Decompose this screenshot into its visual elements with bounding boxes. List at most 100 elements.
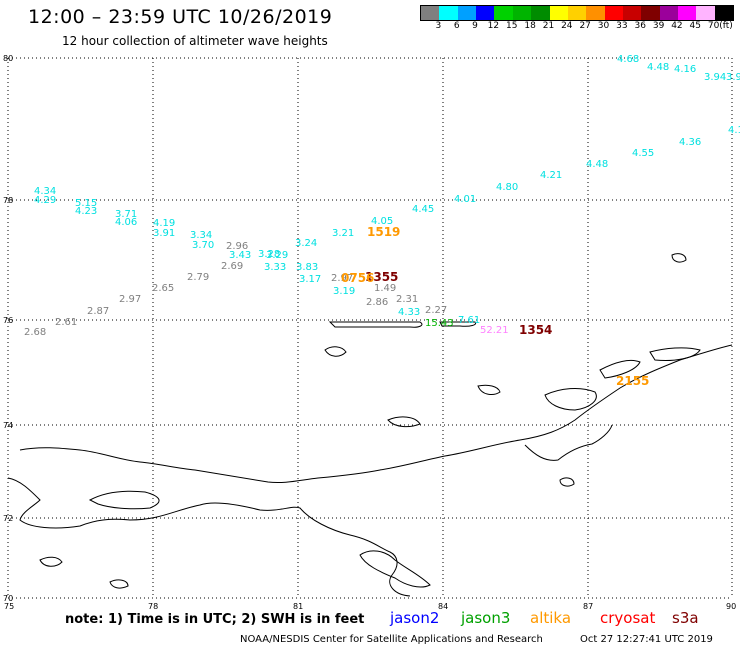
wave-height-label: 1.49 (374, 283, 396, 294)
legend-swatch (421, 6, 440, 20)
wave-height-label: 3.94 (704, 72, 726, 83)
wave-height-label: 4.33 (398, 307, 420, 318)
wave-height-label: 3.34 (190, 230, 212, 241)
legend-label: 15 (506, 21, 518, 31)
latitude-labels: 80 78 76 74 72 70 (3, 54, 13, 603)
wave-height-label: 15.43 (425, 318, 454, 329)
wave-height-label: 3.70 (192, 240, 214, 251)
legend-swatch (549, 6, 568, 20)
legend-label: 36 (634, 21, 646, 31)
wave-height-label: 2.96 (226, 241, 248, 252)
pass-time-label: 2155 (616, 374, 649, 388)
lon-label: 90 (726, 602, 736, 611)
generation-timestamp: Oct 27 12:27:41 UTC 2019 (580, 634, 713, 645)
lon-label: 81 (293, 602, 303, 611)
wave-height-label: 7.61 (458, 315, 480, 326)
lon-label: 75 (4, 602, 14, 611)
legend-label: 70 (707, 21, 720, 31)
wave-height-label: 3.71 (115, 209, 137, 220)
lat-label: 78 (3, 196, 13, 205)
legend-label: 21 (542, 21, 555, 31)
pass-time-label: 1355 (365, 270, 398, 284)
satellite-altika: altika (530, 609, 572, 627)
legend-swatch (494, 6, 513, 20)
lat-label: 70 (3, 594, 13, 603)
color-scale-labels: 3 6 9 12 15 18 21 24 27 30 33 36 39 42 45 70 (ft) (420, 21, 732, 33)
legend-label: 45 (689, 21, 702, 31)
legend-label: 6 (453, 21, 460, 31)
wave-height-label: 4.48 (586, 159, 608, 170)
lon-label: 87 (583, 602, 593, 611)
map-title: 12:00 – 23:59 UTC 10/26/2019 (28, 6, 333, 28)
wave-height-label: 3.83 (296, 262, 318, 273)
lat-label: 76 (3, 316, 13, 325)
lat-label: 72 (3, 514, 13, 523)
wave-height-label: 3.17 (299, 274, 321, 285)
wave-height-label: 2.65 (152, 283, 174, 294)
wave-height-label: 3.9 (726, 72, 740, 83)
wave-height-label: 2.68 (24, 327, 46, 338)
longitude-labels: 75 78 81 84 87 90 (4, 602, 736, 611)
graticule (7, 57, 733, 599)
wave-height-label: 2.97 (119, 294, 141, 305)
lon-label: 78 (148, 602, 158, 611)
legend-swatch (641, 6, 660, 20)
wave-height-label: 3.29 (266, 250, 288, 261)
legend-label: 33 (616, 21, 628, 31)
legend-label: (ft) (719, 21, 733, 31)
color-scale-legend (420, 5, 734, 21)
wave-height-label: 2.87 (87, 306, 109, 317)
wave-height-label: 4.23 (75, 206, 97, 217)
wave-height-label: 4.34 (34, 186, 56, 197)
pass-time-label: 1354 (519, 323, 552, 337)
wave-height-label: 2.69 (221, 261, 243, 272)
wave-height-label: 4.45 (412, 204, 434, 215)
wave-height-label: 2.27 (425, 305, 447, 316)
footnote: note: 1) Time is in UTC; 2) SWH is in fe… (65, 612, 365, 627)
wave-height-label: 4.1 (728, 125, 740, 136)
wave-height-label: 2.79 (187, 272, 209, 283)
legend-swatch (622, 6, 642, 20)
satellite-jason3: jason3 (461, 609, 511, 627)
wave-height-label: 2.61 (55, 317, 77, 328)
satellite-cryosat: cryosat (600, 609, 656, 627)
legend-swatch (714, 6, 734, 20)
wave-height-label: 4.80 (496, 182, 518, 193)
wave-height-label: 4.21 (540, 170, 562, 181)
legend-swatch (567, 6, 587, 20)
wave-height-label: 52.21 (480, 325, 509, 336)
wave-height-label: 5.15 (75, 198, 97, 209)
coastlines (7, 253, 733, 597)
legend-label: 9 (472, 21, 478, 31)
pass-time-label: 1519 (367, 225, 400, 239)
wave-height-label: 2.97 (331, 273, 353, 284)
legend-label: 18 (524, 21, 536, 31)
wave-height-label: 3.33 (264, 262, 286, 273)
wave-height-label: 4.06 (115, 217, 137, 228)
lat-label: 74 (3, 421, 13, 430)
legend-label: 42 (671, 21, 683, 31)
satellite-jason2: jason2 (390, 609, 440, 627)
legend-label: 30 (597, 21, 610, 31)
wave-height-label: 3.28 (258, 249, 280, 260)
map-subtitle: 12 hour collection of altimeter wave hei… (62, 34, 328, 48)
legend-swatch (678, 6, 697, 20)
wave-height-label: 4.05 (371, 216, 393, 227)
legend-swatch (586, 6, 605, 20)
wave-height-label: 4.29 (34, 195, 56, 206)
legend-swatch (512, 6, 532, 20)
legend-label: 27 (579, 21, 591, 31)
wave-height-label: 3.19 (333, 286, 355, 297)
legend-swatch (696, 6, 715, 20)
wave-height-label: 4.68 (617, 54, 639, 65)
wave-height-label: 4.55 (632, 148, 654, 159)
wave-height-label: 2.31 (396, 294, 418, 305)
wave-height-label: 3.91 (153, 228, 175, 239)
satellite-s3a: s3a (672, 609, 699, 627)
wave-height-label: 3.24 (295, 238, 317, 249)
legend-label: 24 (561, 21, 573, 31)
wave-height-label: 3.43 (229, 250, 251, 261)
legend-label: 12 (487, 21, 500, 31)
